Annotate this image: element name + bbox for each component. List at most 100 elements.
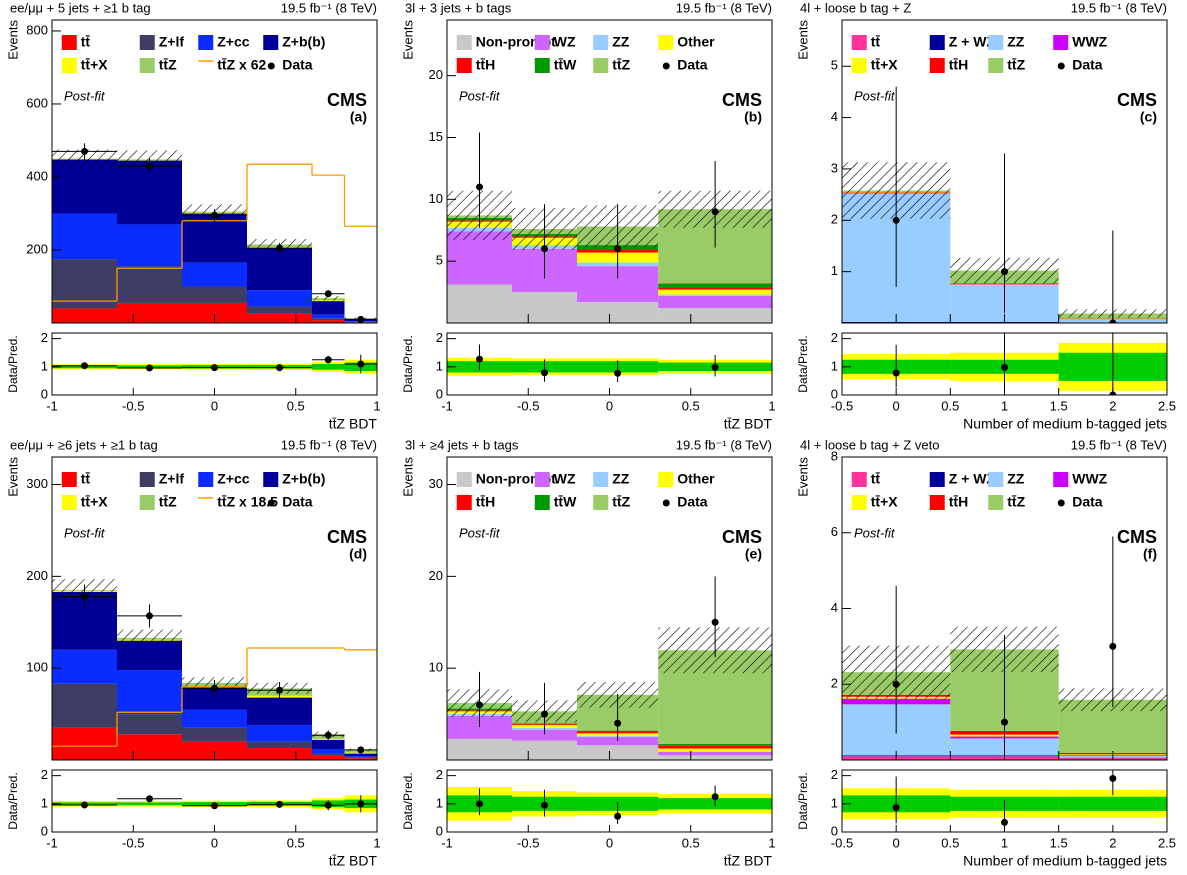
- x-tick-label: -1: [441, 835, 453, 850]
- x-tick-label: 0.5: [287, 835, 305, 850]
- experiment-label: CMS: [327, 527, 367, 547]
- legend-swatch: [1053, 472, 1069, 487]
- legend-swatch: [267, 499, 275, 507]
- legend-label: tt̄+X: [871, 56, 899, 72]
- legend-label: Z+b(b): [282, 471, 325, 487]
- legend-label: ZZ: [612, 34, 630, 50]
- x-tick-label: 1: [1001, 398, 1008, 413]
- legend-label: tt̄Z: [612, 493, 630, 509]
- legend-swatch: [61, 495, 77, 510]
- data-point: [81, 147, 88, 155]
- stack-bar: [312, 300, 345, 302]
- legend-swatch: [534, 472, 550, 487]
- ratio-y-tick-label: 2: [41, 330, 48, 345]
- ratio-plot: [447, 785, 772, 825]
- ratio-y-tick-label: 0: [436, 823, 443, 838]
- stack-bar: [52, 649, 117, 684]
- lumi: 19.5 fb⁻¹ (8 TeV): [676, 0, 772, 15]
- y-tick-label: 800: [26, 22, 48, 37]
- x-tick-label: -0.5: [122, 835, 144, 850]
- x-tick-label: 1: [373, 835, 380, 850]
- stack-bar: [658, 289, 772, 295]
- ratio-plot: [52, 795, 377, 813]
- panel-label: (d): [349, 546, 367, 562]
- ratio-point: [541, 369, 548, 377]
- x-tick-label: 1.5: [1050, 398, 1068, 413]
- legend-swatch: [534, 35, 550, 50]
- legend-swatch: [988, 35, 1004, 50]
- legend-label: tt̄Z: [159, 56, 177, 72]
- legend-label: Z+b(b): [282, 34, 325, 50]
- lumi: 19.5 fb⁻¹ (8 TeV): [1071, 437, 1167, 452]
- legend-label: tt̄Z: [1007, 493, 1025, 509]
- data-point: [276, 244, 283, 252]
- legend-label: tt̄Z x 18.5: [217, 493, 278, 509]
- x-tick-label: -0.5: [517, 398, 539, 413]
- x-tick-label: 1: [1001, 835, 1008, 850]
- y-tick-label: 4: [831, 600, 838, 615]
- data-point: [146, 162, 153, 170]
- stack-bar: [658, 295, 772, 309]
- stack-bar: [52, 159, 117, 214]
- stack-bar: [247, 741, 312, 749]
- ratio-y-tick-label: 0: [831, 386, 838, 401]
- stack-bar: [182, 262, 247, 287]
- stack-bar: [117, 224, 182, 267]
- y-tick-label: 200: [26, 241, 48, 256]
- panel: 200 400 600 800 0 1 2 -1 -0.5 0 0.5 1 ee/μμ + 5 jets…: [5, 0, 380, 431]
- legend-label: tt̄Z: [159, 493, 177, 509]
- ratio-y-tick-label: 2: [436, 767, 443, 782]
- ratio-y-axis-label: Data/Pred.: [401, 335, 415, 392]
- y-tick-label: 100: [26, 660, 48, 675]
- legend-label: tt̄H: [949, 493, 968, 509]
- data-point: [1109, 642, 1117, 650]
- stack-bar: [182, 741, 247, 760]
- ratio-point: [892, 369, 900, 377]
- legend-label: tt̄W: [554, 56, 577, 72]
- experiment-label: CMS: [1117, 90, 1157, 110]
- panel-title: 3l + ≥4 jets + b tags: [405, 437, 519, 452]
- data-point: [1001, 718, 1008, 726]
- stack-bar: [344, 757, 377, 759]
- stack-bar: [182, 213, 247, 263]
- x-tick-label: 0: [893, 835, 900, 850]
- y-tick-label: 200: [26, 568, 48, 583]
- stack-bar: [658, 283, 772, 288]
- stack-bar: [52, 213, 117, 260]
- lumi: 19.5 fb⁻¹ (8 TeV): [1071, 0, 1167, 15]
- panel-label: (c): [1140, 109, 1157, 125]
- main-plot: [447, 132, 772, 323]
- ratio-point: [711, 793, 719, 801]
- ratio-y-tick-label: 1: [831, 358, 838, 373]
- stack-bar: [247, 697, 312, 726]
- x-tick-label: -0.5: [831, 835, 853, 850]
- legend-label: Data: [1072, 57, 1103, 73]
- ratio-point: [614, 369, 622, 377]
- ratio-plot: [52, 354, 377, 374]
- stack-bar: [117, 670, 182, 715]
- legend-swatch: [139, 58, 155, 73]
- legend-swatch: [593, 58, 609, 73]
- stack-bar: [344, 758, 377, 760]
- legend-swatch: [593, 472, 609, 487]
- status-label: Post-fit: [64, 88, 106, 103]
- legend-swatch: [534, 495, 550, 510]
- legend-label: tt̄: [871, 33, 881, 49]
- ratio-y-tick-label: 2: [41, 767, 48, 782]
- legend-label: tt̄W: [554, 493, 577, 509]
- ratio-y-tick-label: 1: [436, 358, 443, 373]
- stack-bar: [52, 727, 117, 760]
- legend-swatch: [662, 62, 670, 70]
- legend-swatch: [1053, 35, 1069, 50]
- legend-swatch: [1057, 62, 1065, 70]
- stack-bar: [658, 755, 772, 760]
- legend-swatch: [456, 35, 472, 50]
- ratio-point: [211, 802, 218, 810]
- ratio-point: [357, 800, 365, 808]
- legend-swatch: [929, 58, 945, 73]
- ratio-y-tick-label: 0: [41, 823, 48, 838]
- legend-swatch: [139, 472, 155, 487]
- legend-swatch: [456, 472, 472, 487]
- x-tick-label: 0.5: [682, 398, 700, 413]
